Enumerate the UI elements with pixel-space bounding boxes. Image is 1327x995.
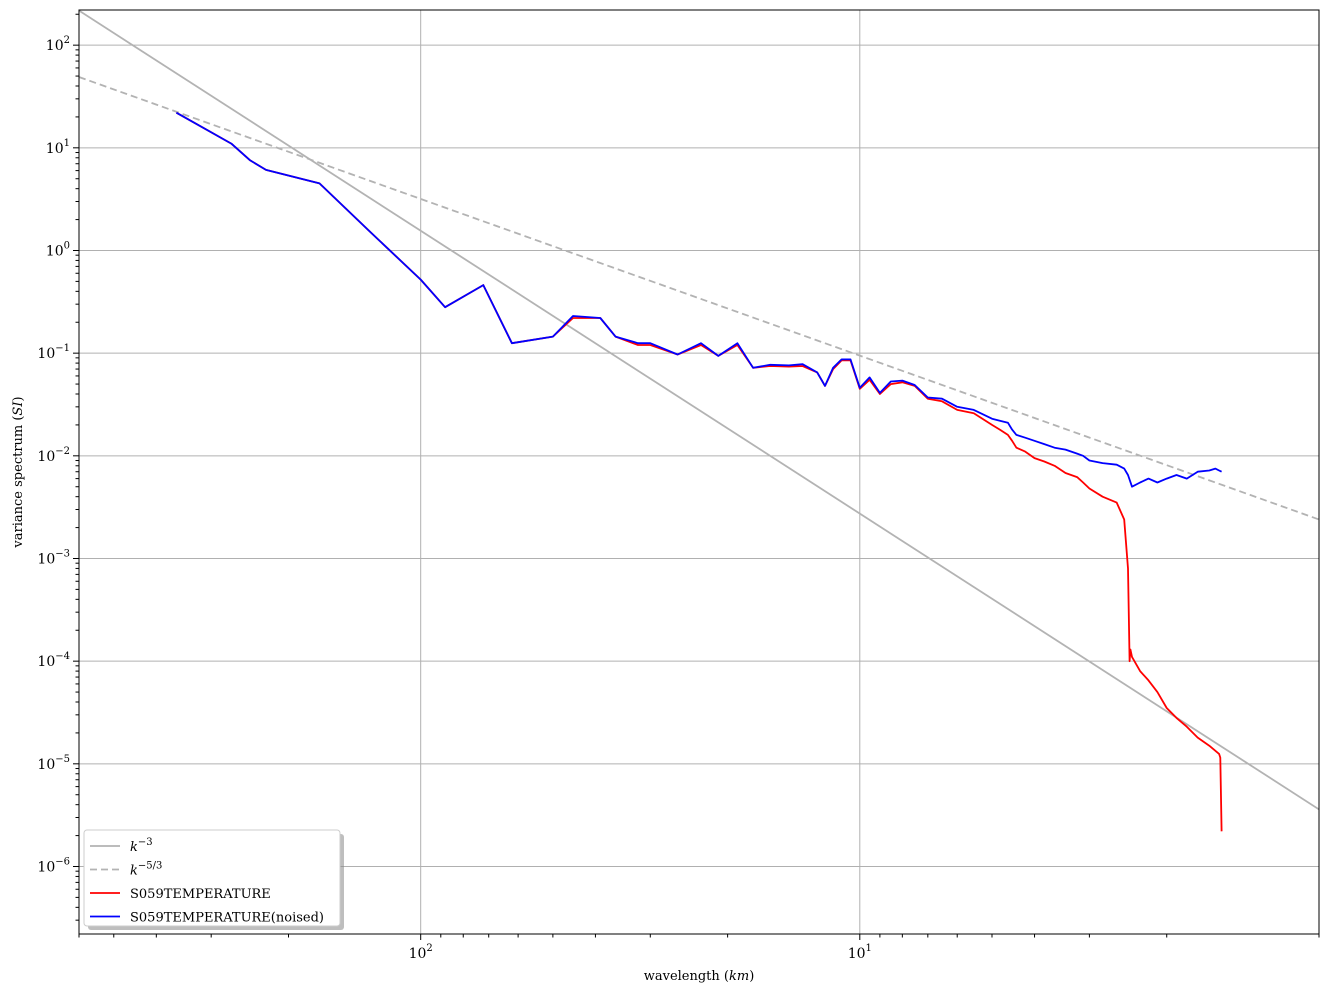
legend-items: k−3 k−5/3 S059TEMPERATURE S059TEMPERATURE(n… bbox=[90, 837, 324, 926]
legend-label-3: S059TEMPERATURE(noised) bbox=[130, 911, 324, 926]
y-tick-label: 10−1 bbox=[37, 343, 70, 362]
legend-label-1: k−5/3 bbox=[130, 861, 162, 879]
series-line-0 bbox=[79, 10, 1319, 811]
x-tick-label: 101 bbox=[848, 943, 872, 962]
y-axis-ticks: 102 101 100 10−1 10−2 10−3 10−4 10−5 10−6 bbox=[37, 13, 79, 921]
grid bbox=[79, 10, 1319, 934]
y-tick-label: 101 bbox=[46, 138, 70, 157]
y-tick-label: 10−2 bbox=[37, 446, 70, 465]
legend-label-0: k−3 bbox=[130, 837, 153, 855]
legend: k−3 k−5/3 S059TEMPERATURE S059TEMPERATURE(n… bbox=[83, 829, 344, 930]
y-tick-label: 102 bbox=[46, 35, 70, 54]
legend-label-2: S059TEMPERATURE bbox=[130, 887, 271, 902]
y-tick-label: 10−5 bbox=[37, 754, 70, 773]
x-tick-label: 102 bbox=[409, 943, 433, 962]
x-axis-ticks: 102 101 bbox=[78, 934, 1320, 962]
x-axis-label: wavelength (km) bbox=[644, 969, 755, 984]
y-tick-label: 10−4 bbox=[37, 651, 70, 670]
legend-box bbox=[83, 829, 341, 927]
y-axis-label: variance spectrum (SI) bbox=[11, 396, 26, 548]
y-tick-label: 10−3 bbox=[37, 548, 70, 567]
series-layer bbox=[79, 10, 1319, 832]
y-tick-label: 100 bbox=[46, 240, 70, 259]
y-tick-label: 10−6 bbox=[37, 856, 70, 875]
series-line-3 bbox=[175, 111, 1222, 488]
